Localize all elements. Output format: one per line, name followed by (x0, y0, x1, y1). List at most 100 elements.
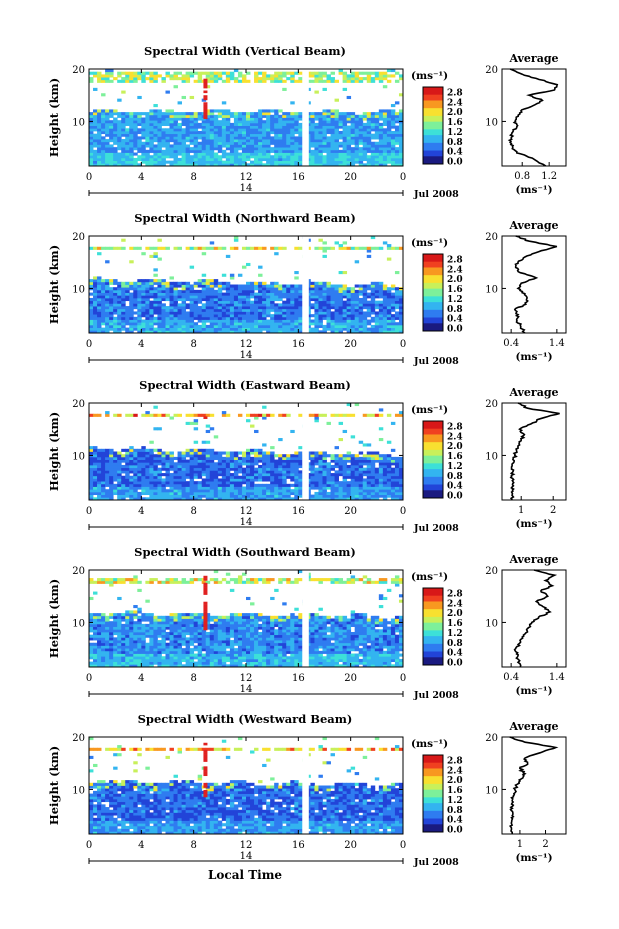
heatmap-cell (185, 483, 191, 487)
heatmap-cell (386, 136, 392, 140)
heatmap-cell (266, 459, 271, 463)
heatmap-cell (398, 411, 404, 415)
colorbar-segment (423, 259, 443, 263)
heatmap-cell (149, 122, 154, 126)
heatmap-cell (165, 149, 170, 153)
heatmap-cell (217, 300, 223, 304)
heatmap-cell (185, 481, 191, 485)
heatmap-cell (165, 139, 170, 143)
heatmap-cell (97, 322, 102, 326)
heatmap-cell (330, 481, 335, 485)
heatmap-cell (125, 327, 130, 331)
heatmap-cell (350, 160, 356, 164)
heatmap-cell (386, 141, 392, 145)
heatmap-cell (229, 130, 235, 135)
heatmap-cell (93, 163, 98, 167)
heatmap-cell (370, 491, 376, 496)
heatmap-cell (386, 486, 392, 490)
heatmap-cell (338, 324, 344, 329)
heatmap-cell (282, 71, 287, 75)
heatmap-cell (270, 139, 275, 143)
heatmap-cell (89, 478, 94, 482)
heatmap-cell (374, 330, 380, 334)
heatmap-cell (89, 128, 94, 132)
heatmap-cell (330, 77, 335, 81)
heatmap-cell (181, 303, 187, 307)
heatmap-cell (350, 287, 356, 291)
heatmap-cell (177, 494, 182, 498)
heatmap-cell (161, 117, 166, 121)
heatmap-cell (169, 77, 174, 81)
heatmap-cell (241, 308, 247, 312)
heatmap-cell (145, 279, 150, 283)
heatmap-cell (398, 330, 404, 334)
heatmap-cell (153, 494, 158, 498)
heatmap-cell (322, 130, 327, 135)
heatmap-cell (209, 155, 215, 159)
heatmap-cell (286, 125, 291, 129)
heatmap-cell (330, 144, 335, 148)
heatmap-cell (358, 163, 364, 167)
heatmap-cell (177, 112, 182, 116)
heatmap-cell (390, 120, 396, 124)
heatmap-cell (314, 139, 319, 143)
heatmap-cell (314, 133, 319, 137)
heatmap-cell (173, 464, 178, 469)
heatmap-cell (314, 497, 319, 501)
heatmap-cell (318, 284, 323, 288)
heatmap-cell (117, 483, 122, 487)
heatmap-cell (314, 281, 319, 285)
heatmap-cell (121, 478, 126, 482)
heatmap-cell (294, 287, 299, 291)
heatmap-cell (326, 74, 331, 78)
heatmap-cell (193, 149, 199, 153)
heatmap-cell (318, 456, 323, 460)
heatmap-cell (366, 77, 372, 81)
heatmap-cell (121, 152, 126, 156)
heatmap-cell (362, 489, 368, 493)
heatmap-cell (229, 289, 235, 293)
heatmap-cell (109, 125, 114, 129)
colorbar-segment (423, 255, 443, 259)
heatmap-cell (342, 467, 348, 471)
heatmap-cell (374, 306, 380, 310)
heatmap-cell (278, 136, 283, 140)
heatmap-cell (370, 120, 376, 124)
heatmap-cell (129, 130, 134, 135)
heatmap-cell (185, 319, 191, 323)
heatmap-cell (225, 114, 231, 118)
heatmap-cell (169, 160, 174, 164)
heatmap-cell (201, 130, 207, 135)
heatmap-cell (394, 467, 400, 471)
heatmap-cell (153, 246, 158, 250)
heatmap-cell (382, 489, 388, 493)
heatmap-cell (254, 125, 259, 129)
heatmap-cell (286, 473, 291, 477)
heatmap-cell (129, 122, 134, 126)
heatmap-cell (185, 448, 191, 452)
heatmap-cell (362, 481, 368, 485)
heatmap-cell (153, 149, 158, 153)
heatmap-cell (246, 330, 251, 334)
heatmap-cell (173, 147, 178, 151)
heatmap-cell (398, 139, 404, 143)
heatmap-cell (382, 122, 388, 126)
heatmap-cell (181, 139, 187, 143)
heatmap-cell (173, 284, 178, 288)
heatmap-cell (350, 157, 356, 162)
heatmap-cell (334, 413, 339, 417)
heatmap-cell (141, 133, 146, 137)
heatmap-cell (105, 413, 110, 417)
day-label: 14 (240, 183, 253, 194)
heatmap-cell (117, 152, 122, 156)
heatmap-cell (374, 459, 380, 463)
heatmap-cell (149, 125, 154, 129)
heatmap-cell (322, 155, 327, 159)
heatmap-cell (133, 494, 138, 498)
heatmap-cell (330, 300, 335, 304)
heatmap-cell (270, 470, 275, 474)
heatmap-cell (177, 306, 182, 310)
heatmap-cell (209, 79, 215, 83)
heatmap-cell (374, 475, 380, 479)
heatmap-cell (105, 470, 110, 474)
